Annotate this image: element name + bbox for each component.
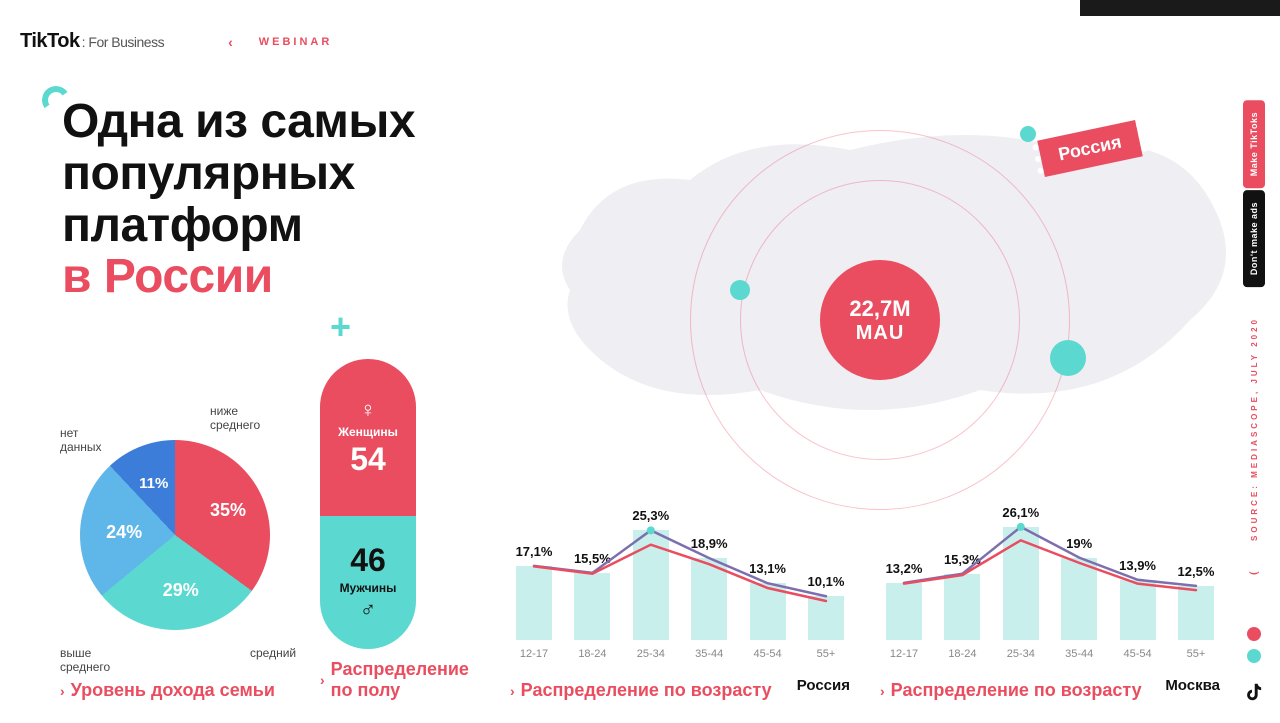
gender-pill: ♀ Женщины 54 46 Мужчины ♂ [320,349,440,649]
x-label: 25-34 [1003,648,1039,660]
headline-line3: платформ [62,200,415,252]
tiktok-icon [1243,681,1265,703]
source-citation: SOURCE: MEDIASCOPE, JULY 2020 [1250,317,1259,541]
female-value: 54 [350,441,386,478]
income-pie: ниже среднего нетданных вышесреднего сре… [60,400,290,670]
x-label: 35-44 [691,648,727,660]
x-label: 12-17 [516,648,552,660]
age-russia-title: ›Распределение по возрасту [510,680,772,701]
pie-value-1: 29% [163,580,199,601]
x-label: 45-54 [1120,648,1156,660]
webinar-label: WEBINAR [259,36,333,48]
pie-label-above-avg: вышесреднего [60,646,110,675]
gender-block: ♀ Женщины 54 46 Мужчины ♂ ›Распределение… [320,349,480,701]
legend-dot-teal [1247,649,1261,663]
age-moscow-chart: 13,2%15,3%26,1%19%13,9%12,5% 12-1718-242… [880,480,1220,660]
orbit-dot-icon [730,280,750,300]
x-label: 25-34 [633,648,669,660]
chevron-icon: › [60,683,65,699]
female-label: Женщины [338,425,398,439]
x-label: 45-54 [750,648,786,660]
age-russia-lines [510,480,850,660]
legend-dot-primary [1247,627,1261,641]
brand-logo: TikTok: For Business [20,30,164,53]
income-pie-title: ›Уровень дохода семьи [60,680,290,701]
headline-line1: Одна из самых [62,96,415,148]
age-moscow-region: Москва [1165,677,1220,694]
pill-female: ♀ Женщины 54 [320,359,416,516]
pie-value-3: 11% [139,475,168,492]
headline-line4: в России [62,251,415,303]
female-icon: ♀ [360,397,377,423]
rail-divider-icon: ⌣ [1248,561,1260,582]
charts-row: ниже среднего нетданных вышесреднего сре… [60,349,1220,701]
age-moscow-lines [880,480,1220,660]
mau-label: MAU [856,322,905,345]
age-russia-xlabels: 12-17 18-24 25-34 35-44 45-54 55+ [510,648,850,660]
pie-label-no-data: нетданных [60,426,102,455]
header: TikTok: For Business ‹ WEBINAR [20,30,332,53]
male-value: 46 [350,542,386,579]
age-moscow-title: ›Распределение по возрасту [880,680,1142,701]
x-label: 12-17 [886,648,922,660]
side-rail: Make TikToks Don't make ads SOURCE: MEDI… [1236,100,1272,703]
x-label: 18-24 [944,648,980,660]
pill: ♀ Женщины 54 46 Мужчины ♂ [320,359,416,649]
chevron-icon: › [510,683,515,699]
male-label: Мужчины [340,581,397,595]
x-label: 55+ [808,648,844,660]
pie-label-below-avg: ниже среднего [210,404,290,433]
mau-number: 22,7M [849,296,910,322]
age-russia-block: 17,1%15,5%25,3%18,9%13,1%10,1% 12-1718-2… [510,480,850,701]
pie-label-avg: средний [250,646,296,660]
pie-value-2: 24% [106,522,142,543]
headline: Одна из самых популярных платформ в Росс… [62,96,415,303]
income-pie-block: ниже среднего нетданных вышесреднего сре… [60,400,290,701]
back-chevron-icon[interactable]: ‹ [228,34,233,50]
chevron-icon: › [320,672,325,688]
x-label: 18-24 [574,648,610,660]
legend-dots [1247,627,1261,663]
pie-value-0: 35% [210,500,246,521]
x-label: 55+ [1178,648,1214,660]
brand-sub: : For Business [82,34,164,50]
pill-male: 46 Мужчины ♂ [320,516,416,649]
rail-tab-make[interactable]: Make TikToks [1243,100,1265,188]
age-russia-chart: 17,1%15,5%25,3%18,9%13,1%10,1% 12-1718-2… [510,480,850,660]
headline-line2: популярных [62,148,415,200]
age-moscow-block: 13,2%15,3%26,1%19%13,9%12,5% 12-1718-242… [880,480,1220,701]
age-russia-region: Россия [797,677,850,694]
x-label: 35-44 [1061,648,1097,660]
orbit-dot-icon [1020,126,1036,142]
male-icon: ♂ [360,597,377,623]
accent-plus-icon: + [330,306,351,348]
rail-tab-dont[interactable]: Don't make ads [1243,190,1265,287]
brand-main: TikTok [20,30,80,52]
gender-title: ›Распределение по полу [320,659,480,701]
top-dark-strip [1080,0,1280,16]
chevron-icon: › [880,683,885,699]
age-moscow-xlabels: 12-17 18-24 25-34 35-44 45-54 55+ [880,648,1220,660]
